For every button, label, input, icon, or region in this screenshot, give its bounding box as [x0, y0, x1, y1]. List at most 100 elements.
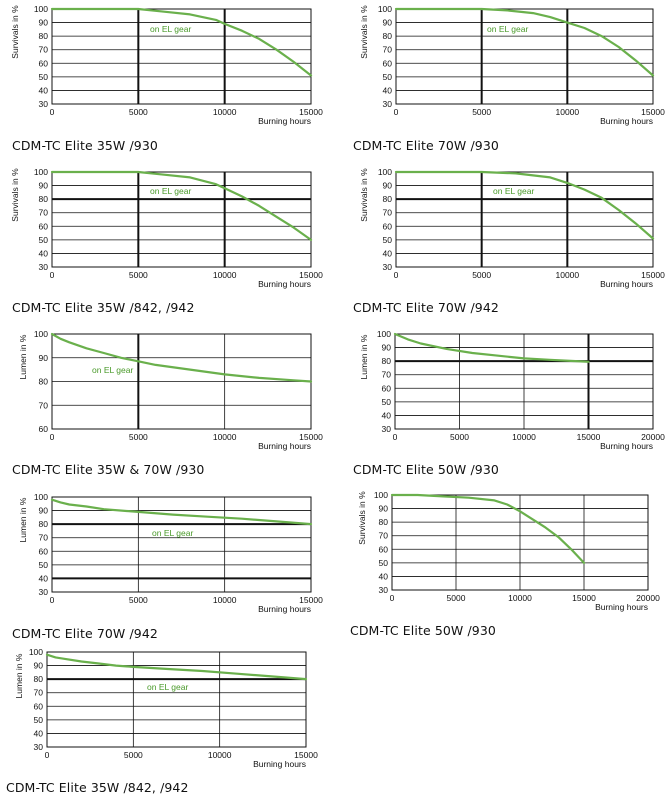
chart-panel-3: 30 40 50 60 70 80 90 100 0 5000 10000 15000 Burning … [0, 163, 335, 323]
chart-panel-2: 30 40 50 60 70 80 90 100 0 5000 10000 15000 Burning … [335, 0, 670, 160]
chart-9: 30 40 50 60 70 80 90 100 0 5000 10000 15000Burning … [14, 647, 318, 769]
y-tick-label: 30 [39, 262, 49, 272]
annotation-label: on EL gear [487, 24, 528, 34]
chart-panel-9: 30 40 50 60 70 80 90 100 0 5000 10000 15000 Burning … [0, 647, 335, 795]
x-tick-label: 15000 [299, 595, 323, 605]
y-tick-label: 40 [39, 573, 49, 583]
y-tick-label: 30 [39, 587, 49, 597]
x-tick-label: 0 [390, 593, 395, 603]
chart-3: 30 40 50 60 70 80 90 100 0 5000 10000 15000Burning … [10, 167, 323, 289]
x-tick-label: 0 [50, 107, 55, 117]
series-line [50, 498, 313, 526]
x-tick-label: 0 [394, 270, 399, 280]
chart-panel-4: 30 40 50 60 70 80 90 100 0 5000 10000 15000 Burning … [335, 163, 670, 323]
x-tick-label: 15000 [299, 107, 323, 117]
annotation-label: on EL gear [150, 24, 191, 34]
annotation-label: on EL gear [152, 528, 193, 538]
y-tick-label: 40 [383, 85, 393, 95]
series-line [394, 170, 655, 240]
plot-frame [51, 496, 312, 593]
y-tick-label: 30 [34, 742, 44, 752]
x-tick-label: 5000 [129, 595, 148, 605]
y-tick-label: 70 [39, 400, 49, 410]
y-tick-label: 60 [383, 221, 393, 231]
series-line [393, 332, 590, 363]
plot-frame [46, 651, 307, 748]
chart-8: 30 40 50 60 70 80 90 100 0 5000 10000 15000 20000Bur… [357, 490, 660, 612]
x-tick-label: 15000 [294, 750, 318, 760]
chart-1: 30 40 50 60 70 80 90 100 0 5000 10000 15000Burning … [10, 4, 323, 126]
chart-panel-7: 30 40 50 60 70 80 90 100 0 5000 10000 15000 Burning … [0, 488, 335, 648]
x-tick-label: 10000 [508, 593, 532, 603]
y-tick-label: 70 [39, 533, 49, 543]
x-axis-label: Burning hours [253, 759, 306, 769]
y-tick-label: 100 [29, 647, 43, 657]
chart-caption-3: CDM-TC Elite 35W /842, /942 [12, 300, 195, 315]
x-tick-label: 10000 [213, 270, 237, 280]
plot-frame [394, 333, 654, 430]
x-tick-label: 15000 [641, 270, 665, 280]
chart-panel-8: 30 40 50 60 70 80 90 100 0 5000 10000 15000 20000 Bur… [335, 486, 670, 646]
chart-caption-9: CDM-TC Elite 35W /842, /942 [6, 780, 189, 795]
y-tick-label: 60 [39, 424, 49, 434]
x-tick-label: 10000 [556, 270, 580, 280]
x-tick-label: 5000 [447, 593, 466, 603]
y-tick-label: 70 [383, 45, 393, 55]
chart-panel-1: 30 40 50 60 70 80 90 100 0 5000 10000 15000 Burning … [0, 0, 335, 160]
chart-caption-2: CDM-TC Elite 70W /930 [353, 138, 499, 153]
x-tick-label: 0 [50, 595, 55, 605]
y-tick-label: 30 [383, 99, 393, 109]
y-tick-label: 70 [382, 370, 392, 380]
chart-caption-1: CDM-TC Elite 35W /930 [12, 138, 158, 153]
y-tick-label: 70 [34, 688, 44, 698]
x-tick-label: 0 [50, 270, 55, 280]
x-axis-label: Burning hours [595, 602, 648, 612]
y-axis-label: Survivals in % [359, 168, 369, 222]
y-tick-label: 90 [379, 504, 389, 514]
y-tick-label: 80 [39, 194, 49, 204]
chart-4: 30 40 50 60 70 80 90 100 0 5000 10000 15000Burning … [359, 167, 665, 289]
y-tick-label: 80 [39, 31, 49, 41]
y-tick-label: 60 [382, 383, 392, 393]
x-tick-label: 15000 [577, 432, 601, 442]
x-axis-label: Burning hours [258, 116, 311, 126]
y-axis-label: Survivals in % [357, 491, 367, 545]
y-tick-label: 40 [34, 728, 44, 738]
y-axis-label: Lumen in % [18, 334, 28, 379]
chart-caption-4: CDM-TC Elite 70W /942 [353, 300, 499, 315]
x-tick-label: 5000 [124, 750, 143, 760]
plot-frame [395, 171, 654, 268]
y-tick-label: 60 [39, 546, 49, 556]
series-line [50, 332, 313, 383]
x-tick-label: 5000 [129, 432, 148, 442]
y-tick-label: 70 [39, 208, 49, 218]
x-tick-label: 20000 [636, 593, 660, 603]
y-tick-label: 90 [39, 353, 49, 363]
y-tick-label: 80 [383, 31, 393, 41]
series-line [50, 7, 313, 77]
y-tick-label: 60 [379, 544, 389, 554]
y-tick-label: 50 [383, 72, 393, 82]
x-tick-label: 10000 [213, 107, 237, 117]
y-tick-label: 50 [382, 397, 392, 407]
chart-panel-5: 60 70 80 90 100 0 5000 10000 15000 Burning hours L… [0, 325, 335, 485]
y-tick-label: 90 [382, 343, 392, 353]
x-tick-label: 20000 [641, 432, 665, 442]
y-tick-label: 100 [34, 167, 48, 177]
chart-caption-6: CDM-TC Elite 50W /930 [353, 462, 499, 477]
y-axis-label: Lumen in % [14, 653, 24, 698]
x-tick-label: 5000 [450, 432, 469, 442]
x-axis-label: Burning hours [600, 116, 653, 126]
chart-panel-6: 30 40 50 60 70 80 90 100 0 5000 10000 15000 20000 Bur… [335, 325, 670, 485]
chart-6: 30 40 50 60 70 80 90 100 0 5000 10000 15000 20000Bur… [359, 329, 665, 451]
y-tick-label: 70 [39, 45, 49, 55]
x-axis-label: Burning hours [600, 279, 653, 289]
y-axis-label: Lumen in % [18, 497, 28, 542]
y-tick-label: 100 [378, 167, 392, 177]
x-axis-label: Burning hours [258, 279, 311, 289]
y-tick-label: 40 [383, 248, 393, 258]
y-tick-label: 80 [383, 194, 393, 204]
x-tick-label: 10000 [213, 432, 237, 442]
x-tick-label: 5000 [472, 270, 491, 280]
